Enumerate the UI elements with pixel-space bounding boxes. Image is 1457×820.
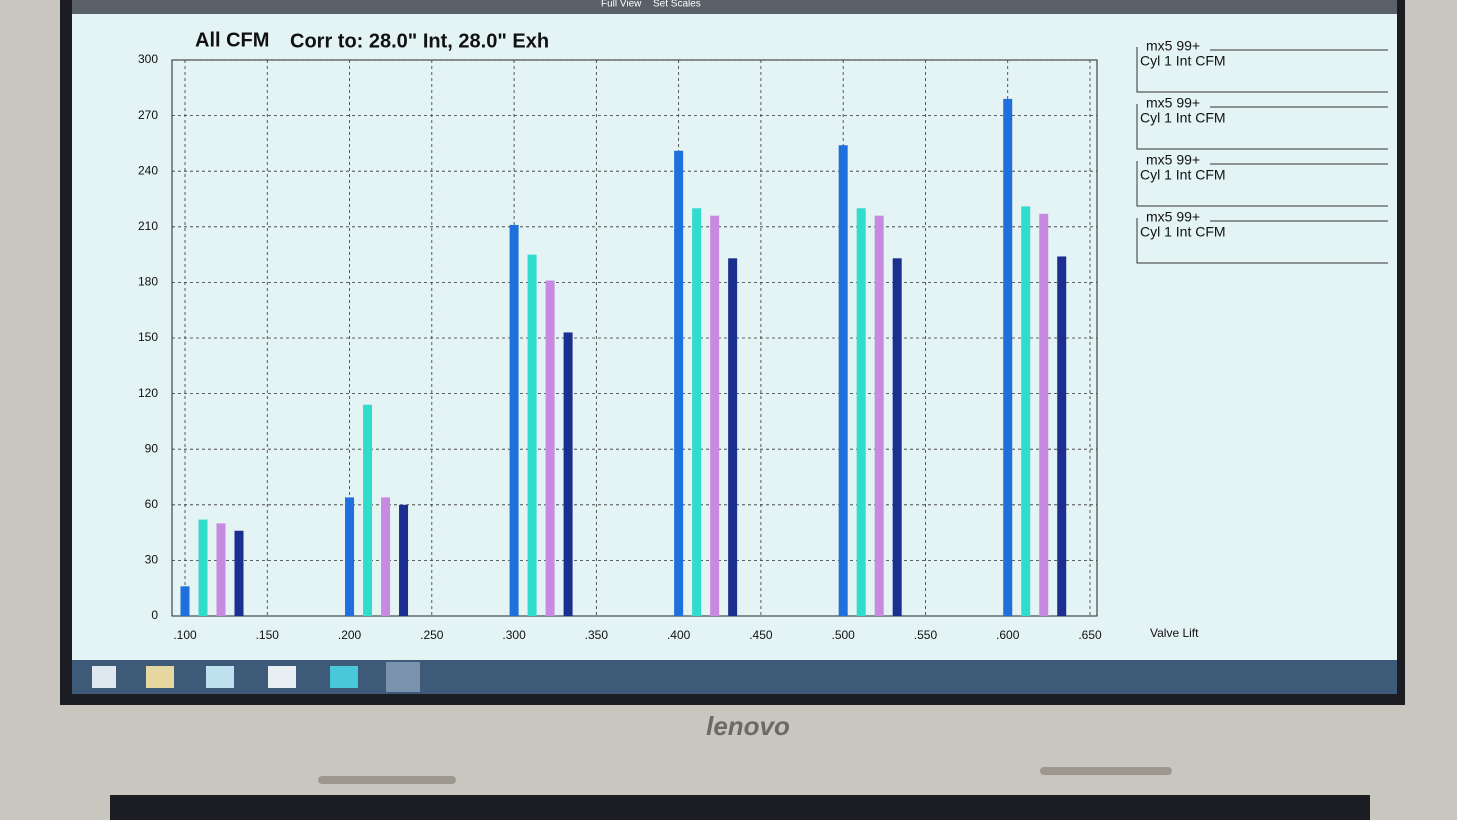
legend-box: [1136, 218, 1388, 264]
bar: [363, 404, 373, 616]
chart-subtitle: Corr to: 28.0" Int, 28.0" Exh: [290, 30, 549, 52]
bar: [674, 150, 684, 616]
x-tick-label: .150: [256, 628, 280, 642]
legend-label: Cyl 1 Int CFM: [1140, 224, 1226, 240]
x-tick-label: .450: [749, 628, 773, 642]
y-tick-label: 270: [138, 108, 158, 122]
legend-label: Cyl 1 Int CFM: [1140, 110, 1226, 126]
x-tick-label: .500: [832, 628, 856, 642]
x-tick-label: .350: [585, 628, 609, 642]
bar: [234, 530, 244, 616]
app-icon[interactable]: [206, 666, 234, 688]
app-icon[interactable]: [330, 666, 358, 688]
y-tick-label: 180: [138, 275, 158, 289]
legend-name: mx5 99+: [1146, 152, 1200, 168]
keyboard-edge: [110, 795, 1370, 820]
bar: [1039, 213, 1049, 616]
legend-box: [1136, 161, 1388, 207]
bar: [856, 208, 866, 616]
legend-name: mx5 99+: [1146, 209, 1200, 225]
y-tick-label: 240: [138, 163, 158, 177]
bar: [1057, 256, 1067, 616]
bar: [728, 258, 738, 616]
bar: [692, 208, 702, 616]
bar: [545, 280, 555, 616]
toolbar: [72, 0, 1397, 14]
y-tick-label: 210: [138, 219, 158, 233]
x-tick-label: .200: [338, 628, 362, 642]
x-tick-label: .100: [173, 628, 197, 642]
app-icon[interactable]: [386, 662, 420, 692]
legend-label: Cyl 1 Int CFM: [1140, 167, 1226, 183]
toolbar-button[interactable]: Set Scales: [653, 0, 701, 10]
bar: [874, 215, 884, 616]
bar: [381, 497, 391, 616]
legend-label: Cyl 1 Int CFM: [1140, 53, 1226, 69]
brand-logo: lenovo: [706, 711, 790, 741]
bar: [345, 497, 355, 616]
hinge: [1040, 767, 1172, 775]
y-tick-label: 30: [145, 553, 159, 567]
y-tick-label: 90: [145, 441, 159, 455]
bar: [563, 332, 573, 616]
x-tick-label: .300: [502, 628, 526, 642]
bar: [892, 258, 902, 616]
hinge: [318, 776, 456, 784]
legend-box: [1136, 47, 1388, 93]
bar: [198, 519, 208, 616]
y-tick-label: 150: [138, 330, 158, 344]
y-tick-label: 0: [151, 608, 158, 622]
legend-box: [1136, 104, 1388, 150]
x-tick-label: .600: [996, 628, 1020, 642]
bar: [216, 523, 226, 616]
app-icon[interactable]: [268, 666, 296, 688]
x-tick-label: .550: [914, 628, 938, 642]
x-axis-label: Valve Lift: [1150, 626, 1199, 640]
app-icon[interactable]: [146, 666, 174, 688]
bar: [509, 224, 519, 617]
legend-name: mx5 99+: [1146, 38, 1200, 54]
bar: [838, 145, 848, 616]
bar: [710, 215, 720, 616]
x-tick-label: .400: [667, 628, 691, 642]
bar: [180, 586, 190, 616]
chart-title: All CFM: [195, 29, 269, 51]
legend-name: mx5 99+: [1146, 95, 1200, 111]
y-tick-label: 120: [138, 386, 158, 400]
y-tick-label: 60: [145, 497, 159, 511]
bar: [1003, 98, 1013, 617]
bar: [527, 254, 537, 616]
bar: [399, 504, 409, 616]
x-tick-label: .650: [1078, 628, 1102, 642]
toolbar-button[interactable]: Full View: [601, 0, 642, 10]
y-tick-label: 300: [138, 52, 158, 66]
start-icon[interactable]: [92, 666, 116, 688]
x-tick-label: .250: [420, 628, 444, 642]
bar: [1021, 206, 1031, 616]
